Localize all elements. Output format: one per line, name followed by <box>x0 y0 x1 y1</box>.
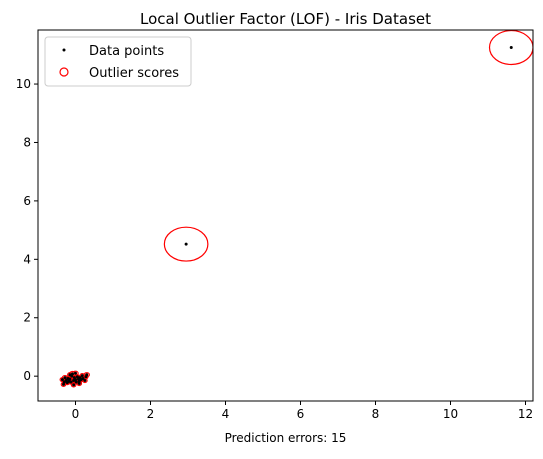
plot-frame <box>37 29 534 402</box>
legend-label-data-points: Data points <box>89 44 164 59</box>
x-tick-label: 4 <box>222 407 230 421</box>
x-axis-label: Prediction errors: 15 <box>225 431 347 445</box>
x-axis: 0 2 4 6 8 10 12 <box>72 401 533 421</box>
legend-outlier-scores-marker <box>59 67 69 77</box>
outlier-score-circle <box>163 226 209 262</box>
outlier-score-circle <box>488 30 533 66</box>
data-point <box>74 378 77 382</box>
data-point <box>80 374 84 378</box>
data-point <box>72 383 76 387</box>
data-point <box>74 380 78 384</box>
data-point <box>85 373 89 377</box>
data-point <box>74 371 77 375</box>
data-point <box>71 372 74 376</box>
y-tick-label: 10 <box>16 77 31 91</box>
y-tick-label: 8 <box>23 135 31 149</box>
data-point <box>75 375 79 379</box>
data-point <box>60 378 64 382</box>
x-tick-label: 12 <box>518 407 533 421</box>
x-tick-label: 10 <box>443 407 458 421</box>
data-layer <box>59 30 533 388</box>
data-point <box>67 379 71 383</box>
y-tick-label: 0 <box>23 369 31 383</box>
x-tick-label: 8 <box>372 407 380 421</box>
x-tick-label: 6 <box>297 407 305 421</box>
data-point <box>68 377 72 381</box>
chart-title: Local Outlier Factor (LOF) - Iris Datase… <box>140 10 431 28</box>
y-axis: 0 2 4 6 8 10 <box>16 77 38 383</box>
legend-label-outlier-scores: Outlier scores <box>89 66 179 81</box>
data-point <box>69 380 73 384</box>
data-point <box>81 377 85 381</box>
y-tick-label: 2 <box>23 311 31 325</box>
plot-area <box>59 30 533 388</box>
x-tick-label: 2 <box>147 407 155 421</box>
x-tick-label: 0 <box>72 407 80 421</box>
data-point <box>68 373 72 377</box>
data-point <box>83 379 87 383</box>
outlier-score-circle <box>70 382 77 388</box>
y-tick-label: 4 <box>23 252 31 266</box>
legend: Data points Outlier scores <box>44 36 192 87</box>
data-point <box>63 376 67 380</box>
y-tick-label: 6 <box>23 194 31 208</box>
legend-data-points-marker <box>62 48 66 52</box>
data-point <box>62 382 65 386</box>
data-point <box>184 242 188 246</box>
data-point <box>509 46 513 50</box>
legend-frame <box>44 36 192 87</box>
data-point <box>77 381 81 385</box>
